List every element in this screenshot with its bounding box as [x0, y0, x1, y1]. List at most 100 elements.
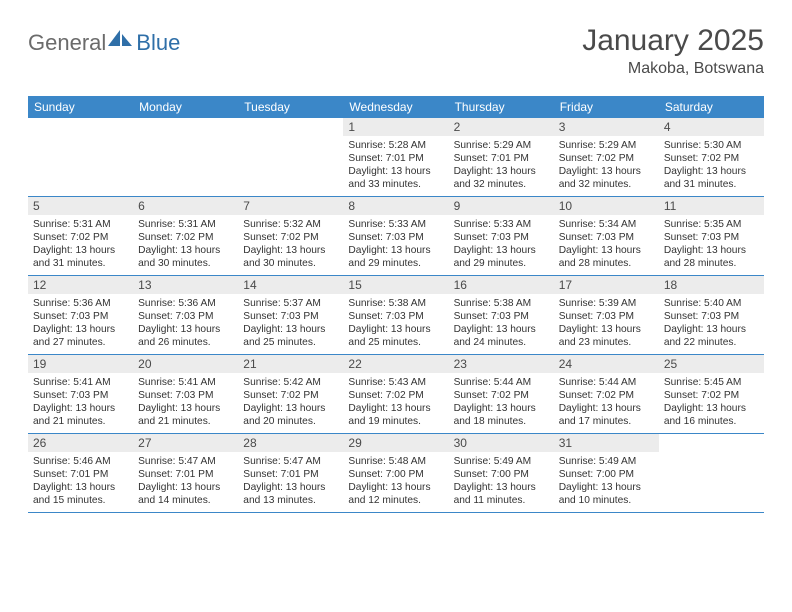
- day-details: Sunrise: 5:38 AMSunset: 7:03 PMDaylight:…: [343, 294, 448, 353]
- day-number: 15: [343, 276, 448, 294]
- day-number: 7: [238, 197, 343, 215]
- day-cell: 8Sunrise: 5:33 AMSunset: 7:03 PMDaylight…: [343, 197, 448, 275]
- day-number: 14: [238, 276, 343, 294]
- day-details: Sunrise: 5:46 AMSunset: 7:01 PMDaylight:…: [28, 452, 133, 511]
- day-cell: 19Sunrise: 5:41 AMSunset: 7:03 PMDayligh…: [28, 355, 133, 433]
- title-block: January 2025 Makoba, Botswana: [582, 24, 764, 78]
- sunrise-text: Sunrise: 5:30 AM: [664, 139, 759, 152]
- day-cell: [659, 434, 764, 512]
- weekday-header: Sunday: [28, 96, 133, 118]
- day-cell: [238, 118, 343, 196]
- sunset-text: Sunset: 7:03 PM: [138, 389, 233, 402]
- day-cell: 7Sunrise: 5:32 AMSunset: 7:02 PMDaylight…: [238, 197, 343, 275]
- sunrise-text: Sunrise: 5:48 AM: [348, 455, 443, 468]
- day-cell: 6Sunrise: 5:31 AMSunset: 7:02 PMDaylight…: [133, 197, 238, 275]
- daylight-text: Daylight: 13 hours and 31 minutes.: [33, 244, 128, 270]
- sunrise-text: Sunrise: 5:33 AM: [348, 218, 443, 231]
- sunrise-text: Sunrise: 5:35 AM: [664, 218, 759, 231]
- sunrise-text: Sunrise: 5:29 AM: [559, 139, 654, 152]
- daylight-text: Daylight: 13 hours and 29 minutes.: [454, 244, 549, 270]
- day-details: Sunrise: 5:33 AMSunset: 7:03 PMDaylight:…: [449, 215, 554, 274]
- sunset-text: Sunset: 7:01 PM: [138, 468, 233, 481]
- day-details: Sunrise: 5:35 AMSunset: 7:03 PMDaylight:…: [659, 215, 764, 274]
- day-number: 19: [28, 355, 133, 373]
- sunrise-text: Sunrise: 5:44 AM: [559, 376, 654, 389]
- weekday-header: Thursday: [449, 96, 554, 118]
- sunset-text: Sunset: 7:03 PM: [33, 310, 128, 323]
- day-number: 29: [343, 434, 448, 452]
- day-details: Sunrise: 5:41 AMSunset: 7:03 PMDaylight:…: [28, 373, 133, 432]
- sunrise-text: Sunrise: 5:36 AM: [138, 297, 233, 310]
- day-cell: 11Sunrise: 5:35 AMSunset: 7:03 PMDayligh…: [659, 197, 764, 275]
- day-details: Sunrise: 5:49 AMSunset: 7:00 PMDaylight:…: [554, 452, 659, 511]
- daylight-text: Daylight: 13 hours and 25 minutes.: [348, 323, 443, 349]
- day-cell: 29Sunrise: 5:48 AMSunset: 7:00 PMDayligh…: [343, 434, 448, 512]
- weekday-header: Saturday: [659, 96, 764, 118]
- day-cell: 24Sunrise: 5:44 AMSunset: 7:02 PMDayligh…: [554, 355, 659, 433]
- day-details: Sunrise: 5:36 AMSunset: 7:03 PMDaylight:…: [133, 294, 238, 353]
- daylight-text: Daylight: 13 hours and 22 minutes.: [664, 323, 759, 349]
- day-cell: 15Sunrise: 5:38 AMSunset: 7:03 PMDayligh…: [343, 276, 448, 354]
- daylight-text: Daylight: 13 hours and 33 minutes.: [348, 165, 443, 191]
- weekday-header: Monday: [133, 96, 238, 118]
- sunset-text: Sunset: 7:03 PM: [559, 231, 654, 244]
- daylight-text: Daylight: 13 hours and 30 minutes.: [138, 244, 233, 270]
- day-number: [238, 118, 343, 122]
- day-number: 30: [449, 434, 554, 452]
- sunset-text: Sunset: 7:01 PM: [243, 468, 338, 481]
- day-number: 6: [133, 197, 238, 215]
- day-number: 8: [343, 197, 448, 215]
- day-details: Sunrise: 5:28 AMSunset: 7:01 PMDaylight:…: [343, 136, 448, 195]
- week-row: 5Sunrise: 5:31 AMSunset: 7:02 PMDaylight…: [28, 197, 764, 276]
- daylight-text: Daylight: 13 hours and 28 minutes.: [559, 244, 654, 270]
- day-cell: 31Sunrise: 5:49 AMSunset: 7:00 PMDayligh…: [554, 434, 659, 512]
- day-details: Sunrise: 5:44 AMSunset: 7:02 PMDaylight:…: [554, 373, 659, 432]
- sunset-text: Sunset: 7:03 PM: [664, 310, 759, 323]
- day-details: Sunrise: 5:49 AMSunset: 7:00 PMDaylight:…: [449, 452, 554, 511]
- day-number: 1: [343, 118, 448, 136]
- day-number: 4: [659, 118, 764, 136]
- logo-sail-icon: [106, 28, 134, 48]
- daylight-text: Daylight: 13 hours and 29 minutes.: [348, 244, 443, 270]
- sunrise-text: Sunrise: 5:41 AM: [33, 376, 128, 389]
- sunset-text: Sunset: 7:02 PM: [243, 231, 338, 244]
- daylight-text: Daylight: 13 hours and 32 minutes.: [559, 165, 654, 191]
- sunrise-text: Sunrise: 5:28 AM: [348, 139, 443, 152]
- sunrise-text: Sunrise: 5:31 AM: [138, 218, 233, 231]
- weekday-header: Tuesday: [238, 96, 343, 118]
- sunrise-text: Sunrise: 5:37 AM: [243, 297, 338, 310]
- daylight-text: Daylight: 13 hours and 27 minutes.: [33, 323, 128, 349]
- day-cell: 21Sunrise: 5:42 AMSunset: 7:02 PMDayligh…: [238, 355, 343, 433]
- sunset-text: Sunset: 7:02 PM: [664, 389, 759, 402]
- daylight-text: Daylight: 13 hours and 23 minutes.: [559, 323, 654, 349]
- day-details: Sunrise: 5:33 AMSunset: 7:03 PMDaylight:…: [343, 215, 448, 274]
- daylight-text: Daylight: 13 hours and 18 minutes.: [454, 402, 549, 428]
- sunrise-text: Sunrise: 5:34 AM: [559, 218, 654, 231]
- daylight-text: Daylight: 13 hours and 28 minutes.: [664, 244, 759, 270]
- day-number: 28: [238, 434, 343, 452]
- day-number: 18: [659, 276, 764, 294]
- day-details: Sunrise: 5:42 AMSunset: 7:02 PMDaylight:…: [238, 373, 343, 432]
- day-cell: [133, 118, 238, 196]
- day-cell: 4Sunrise: 5:30 AMSunset: 7:02 PMDaylight…: [659, 118, 764, 196]
- sunrise-text: Sunrise: 5:40 AM: [664, 297, 759, 310]
- day-number: [659, 434, 764, 438]
- day-details: Sunrise: 5:36 AMSunset: 7:03 PMDaylight:…: [28, 294, 133, 353]
- day-cell: 23Sunrise: 5:44 AMSunset: 7:02 PMDayligh…: [449, 355, 554, 433]
- daylight-text: Daylight: 13 hours and 17 minutes.: [559, 402, 654, 428]
- day-details: Sunrise: 5:47 AMSunset: 7:01 PMDaylight:…: [238, 452, 343, 511]
- sunset-text: Sunset: 7:00 PM: [348, 468, 443, 481]
- daylight-text: Daylight: 13 hours and 11 minutes.: [454, 481, 549, 507]
- day-number: 22: [343, 355, 448, 373]
- sunset-text: Sunset: 7:02 PM: [243, 389, 338, 402]
- day-details: Sunrise: 5:47 AMSunset: 7:01 PMDaylight:…: [133, 452, 238, 511]
- daylight-text: Daylight: 13 hours and 13 minutes.: [243, 481, 338, 507]
- sunset-text: Sunset: 7:01 PM: [454, 152, 549, 165]
- header: General Blue January 2025 Makoba, Botswa…: [28, 24, 764, 78]
- day-details: Sunrise: 5:44 AMSunset: 7:02 PMDaylight:…: [449, 373, 554, 432]
- daylight-text: Daylight: 13 hours and 31 minutes.: [664, 165, 759, 191]
- weekday-header-row: Sunday Monday Tuesday Wednesday Thursday…: [28, 96, 764, 118]
- daylight-text: Daylight: 13 hours and 10 minutes.: [559, 481, 654, 507]
- daylight-text: Daylight: 13 hours and 15 minutes.: [33, 481, 128, 507]
- day-cell: 5Sunrise: 5:31 AMSunset: 7:02 PMDaylight…: [28, 197, 133, 275]
